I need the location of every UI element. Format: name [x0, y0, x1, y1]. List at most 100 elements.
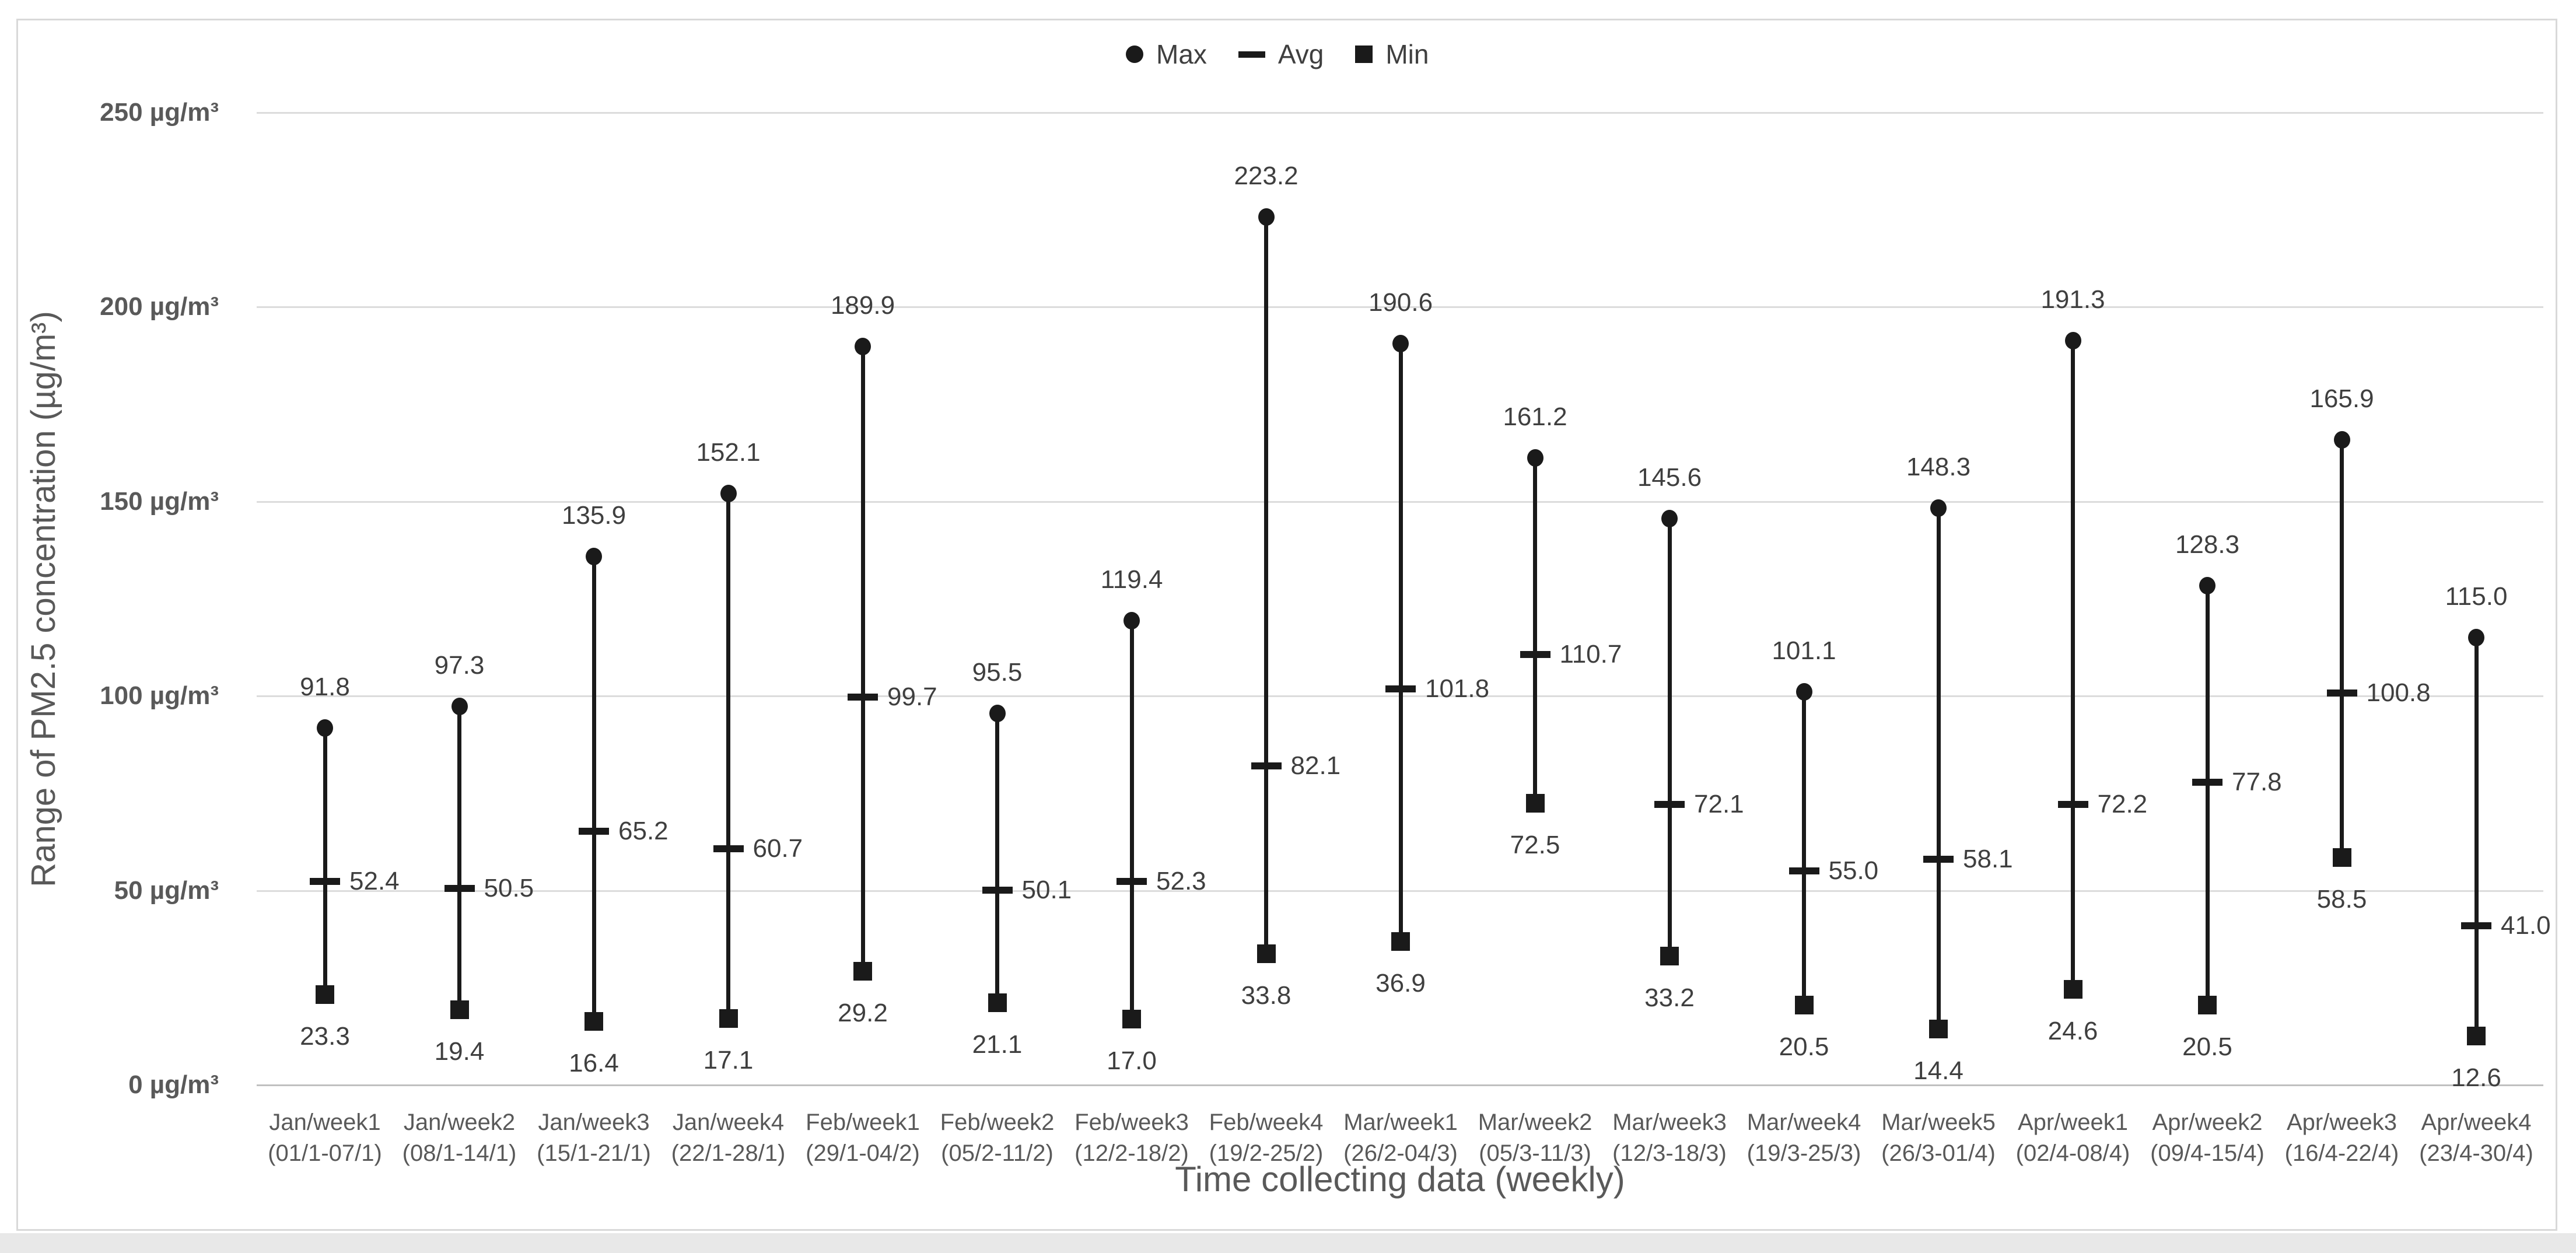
- avg-marker: [848, 694, 878, 701]
- max-marker: [451, 698, 468, 716]
- legend-min-label: Min: [1385, 39, 1429, 69]
- max-marker: [855, 337, 871, 355]
- avg-value-label: 50.1: [1021, 875, 1072, 904]
- min-marker: [1794, 996, 1814, 1015]
- legend-avg-dash-icon: [1238, 51, 1265, 58]
- range-line: [1533, 458, 1537, 803]
- max-marker: [1661, 510, 1678, 528]
- x-category-label: Mar/week5 (26/3-01/4): [1854, 1107, 2023, 1169]
- x-category-range: (08/1-14/1): [402, 1140, 517, 1166]
- x-category-label: Jan/week2 (08/1-14/1): [375, 1107, 544, 1169]
- min-value-label: 20.5: [1779, 1032, 1829, 1062]
- y-tick-label-0: 0 µg/m³: [128, 1070, 219, 1099]
- x-category-name: Feb/week2: [940, 1110, 1055, 1135]
- x-category-name: Mar/week1: [1343, 1110, 1458, 1135]
- min-value-label: 36.9: [1376, 968, 1426, 998]
- max-marker: [2468, 629, 2484, 647]
- avg-value-label: 52.3: [1156, 867, 1206, 896]
- legend-avg-label: Avg: [1278, 39, 1324, 69]
- avg-value-label: 72.2: [2097, 789, 2148, 818]
- x-category-range: (19/2-25/2): [1209, 1140, 1324, 1166]
- y-tick-label-250: 250 µg/m³: [100, 98, 219, 127]
- x-category-label: Feb/week1 (29/1-04/2): [778, 1107, 947, 1169]
- x-category-name: Apr/week3: [2287, 1110, 2397, 1135]
- max-value-label: 161.2: [1503, 402, 1567, 432]
- range-line: [995, 713, 999, 1003]
- range-line: [1398, 344, 1403, 942]
- max-marker: [586, 547, 602, 565]
- avg-marker: [1251, 762, 1282, 769]
- avg-value-label: 41.0: [2501, 911, 2551, 940]
- bottom-strip: [0, 1233, 2576, 1253]
- max-marker: [989, 705, 1006, 723]
- avg-value-label: 60.7: [752, 834, 803, 863]
- avg-value-label: 72.1: [1694, 790, 1744, 819]
- min-value-label: 20.5: [2182, 1032, 2232, 1062]
- avg-marker: [1923, 855, 1954, 863]
- gridline-200: [257, 306, 2543, 309]
- range-line: [1936, 508, 1941, 1029]
- min-marker: [2063, 979, 2082, 999]
- legend-item-min: Min: [1355, 38, 1429, 70]
- x-category-range: (01/1-07/1): [268, 1140, 382, 1166]
- max-value-label: 152.1: [696, 438, 761, 467]
- range-line: [2474, 638, 2479, 1036]
- max-value-label: 165.9: [2309, 384, 2374, 413]
- avg-value-label: 77.8: [2232, 768, 2282, 797]
- min-value-label: 29.2: [838, 999, 888, 1028]
- legend-max-circle-icon: [1126, 46, 1143, 63]
- min-marker: [1525, 793, 1545, 813]
- min-marker: [1660, 946, 1679, 965]
- avg-value-label: 58.1: [1963, 844, 2013, 873]
- avg-marker: [2192, 779, 2222, 786]
- max-value-label: 191.3: [2041, 285, 2105, 314]
- avg-value-label: 82.1: [1290, 751, 1341, 780]
- avg-value-label: 110.7: [1559, 639, 1622, 668]
- min-value-label: 16.4: [569, 1048, 619, 1077]
- x-category-range: (15/1-21/1): [537, 1140, 651, 1166]
- x-category-name: Mar/week2: [1478, 1110, 1592, 1135]
- x-category-range: (23/4-30/4): [2419, 1140, 2533, 1166]
- min-value-label: 19.4: [434, 1037, 485, 1066]
- max-value-label: 189.9: [830, 290, 895, 320]
- range-line: [592, 556, 596, 1021]
- max-marker: [1527, 449, 1544, 467]
- max-marker: [720, 484, 737, 502]
- gridline-250: [257, 112, 2543, 114]
- min-marker: [1122, 1009, 1141, 1028]
- max-value-label: 223.2: [1234, 161, 1298, 190]
- avg-marker: [1788, 867, 1819, 875]
- x-category-label: Mar/week4 (19/3-25/3): [1720, 1107, 1889, 1169]
- x-category-label: Mar/week2 (05/3-11/3): [1451, 1107, 1620, 1169]
- range-line: [860, 346, 865, 972]
- range-line: [323, 727, 327, 995]
- x-category-range: (22/1-28/1): [671, 1140, 786, 1166]
- x-category-label: Feb/week4 (19/2-25/2): [1182, 1107, 1351, 1169]
- x-category-label: Apr/week2 (09/4-15/4): [2123, 1107, 2292, 1169]
- avg-value-label: 100.8: [2366, 678, 2431, 707]
- x-category-name: Mar/week3: [1612, 1110, 1727, 1135]
- max-marker: [2064, 332, 2081, 350]
- x-category-range: (02/4-08/4): [2015, 1140, 2130, 1166]
- legend-item-max: Max: [1126, 38, 1207, 70]
- y-tick-label-150: 150 µg/m³: [100, 487, 219, 516]
- x-category-range: (12/2-18/2): [1074, 1140, 1189, 1166]
- max-value-label: 128.3: [2175, 530, 2240, 559]
- x-category-label: Jan/week3 (15/1-21/1): [509, 1107, 678, 1169]
- max-marker: [1258, 208, 1275, 226]
- range-line: [1667, 519, 1672, 956]
- x-axis-title: Time collecting data (weekly): [1175, 1160, 1625, 1199]
- x-category-name: Apr/week4: [2421, 1110, 2532, 1135]
- max-value-label: 119.4: [1100, 565, 1163, 594]
- avg-value-label: 52.4: [349, 866, 400, 895]
- avg-marker: [2057, 800, 2088, 808]
- min-marker: [2467, 1026, 2486, 1045]
- x-category-name: Apr/week1: [2018, 1110, 2128, 1135]
- x-category-range: (26/2-04/3): [1343, 1140, 1458, 1166]
- gridline-0: [257, 1084, 2543, 1086]
- x-category-name: Feb/week1: [806, 1110, 920, 1135]
- x-category-range: (12/3-18/3): [1612, 1140, 1727, 1166]
- min-marker: [450, 1000, 469, 1019]
- x-category-range: (29/1-04/2): [806, 1140, 920, 1166]
